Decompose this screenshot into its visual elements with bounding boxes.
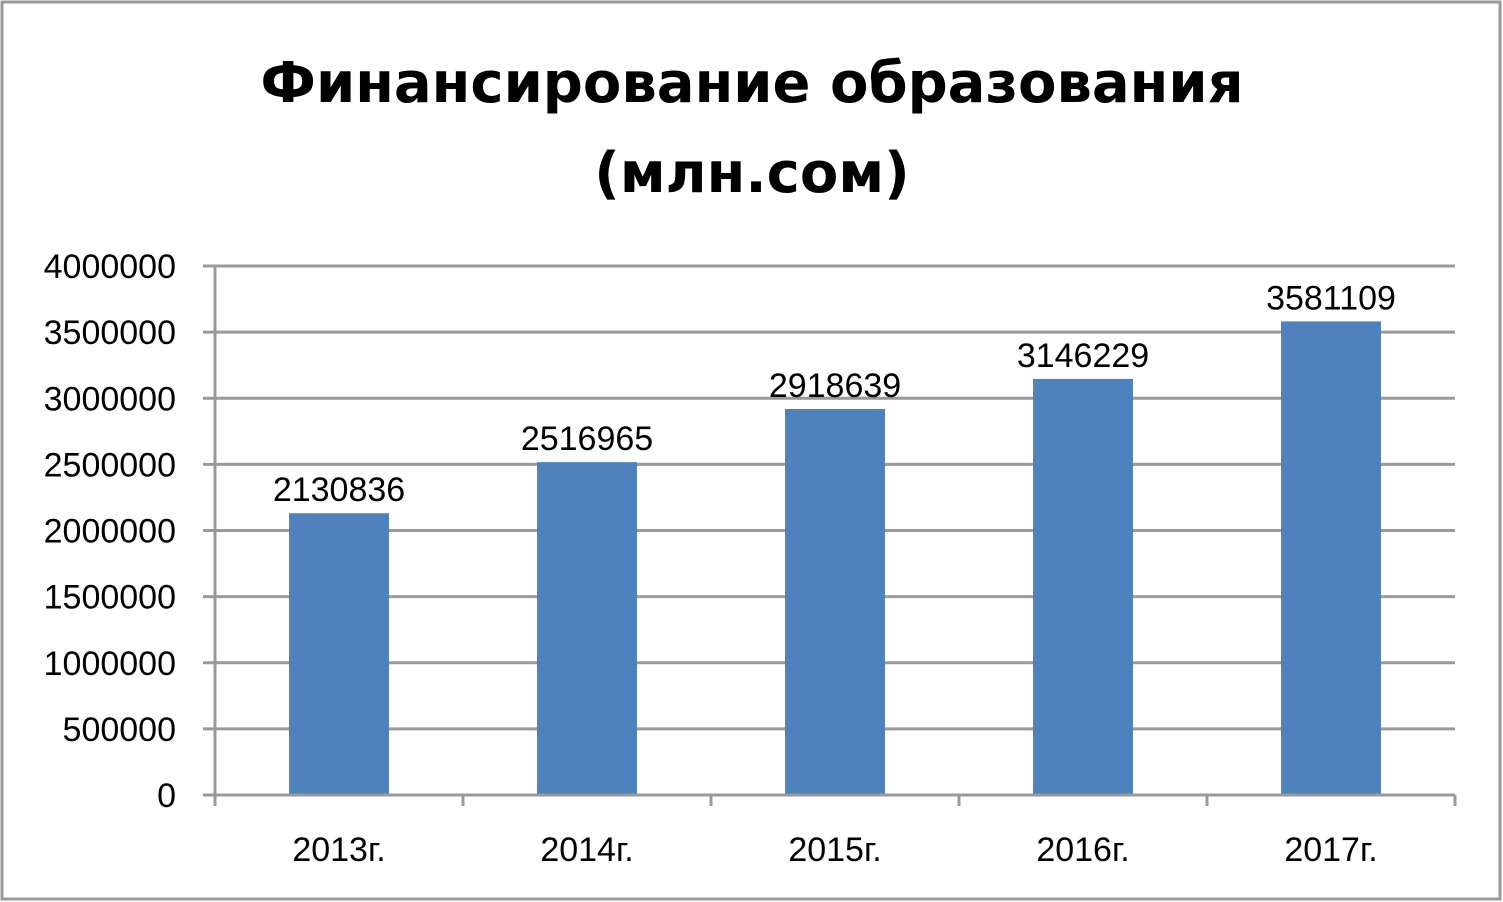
bar-2016г. <box>1033 378 1133 795</box>
y-tick-label: 2500000 <box>44 446 176 484</box>
y-tick-label: 1500000 <box>44 579 176 617</box>
x-tick-label: 2013г. <box>292 831 385 869</box>
x-tick-label: 2016г. <box>1036 831 1129 869</box>
data-labels: 2130836 2516965 2918639 3146229 3581109 <box>273 279 1396 509</box>
x-axis: 2013г. 2014г. 2015г. 2016г. 2017г. <box>203 266 1457 869</box>
bar-2017г. <box>1281 321 1381 795</box>
y-tick-label: 3500000 <box>44 314 176 352</box>
x-tick-label: 2015г. <box>788 831 881 869</box>
y-tick-label: 500000 <box>63 711 176 749</box>
bar-2014г. <box>537 462 637 795</box>
x-tick-label: 2014г. <box>540 831 633 869</box>
y-tick-label: 4000000 <box>44 248 176 286</box>
data-label: 2918639 <box>769 367 901 405</box>
chart-title-line-2: (млн.сом) <box>594 141 909 206</box>
data-label: 2516965 <box>521 420 653 458</box>
data-label: 2130836 <box>273 471 405 509</box>
y-tick-label: 0 <box>157 777 176 815</box>
data-label: 3146229 <box>1017 337 1149 375</box>
bar-2015г. <box>785 409 885 795</box>
y-tick-label: 1000000 <box>44 645 176 683</box>
y-axis-ticks: 0 500000 1000000 1500000 2000000 2500000 30000… <box>44 248 176 815</box>
y-tick-label: 3000000 <box>44 380 176 418</box>
chart-title-line-1: Финансирование образования <box>260 51 1243 116</box>
bars <box>289 321 1381 795</box>
data-label: 3581109 <box>1266 279 1396 317</box>
x-tick-label: 2017г. <box>1284 831 1377 869</box>
bar-2013г. <box>289 513 389 795</box>
y-tick-label: 2000000 <box>44 513 176 551</box>
